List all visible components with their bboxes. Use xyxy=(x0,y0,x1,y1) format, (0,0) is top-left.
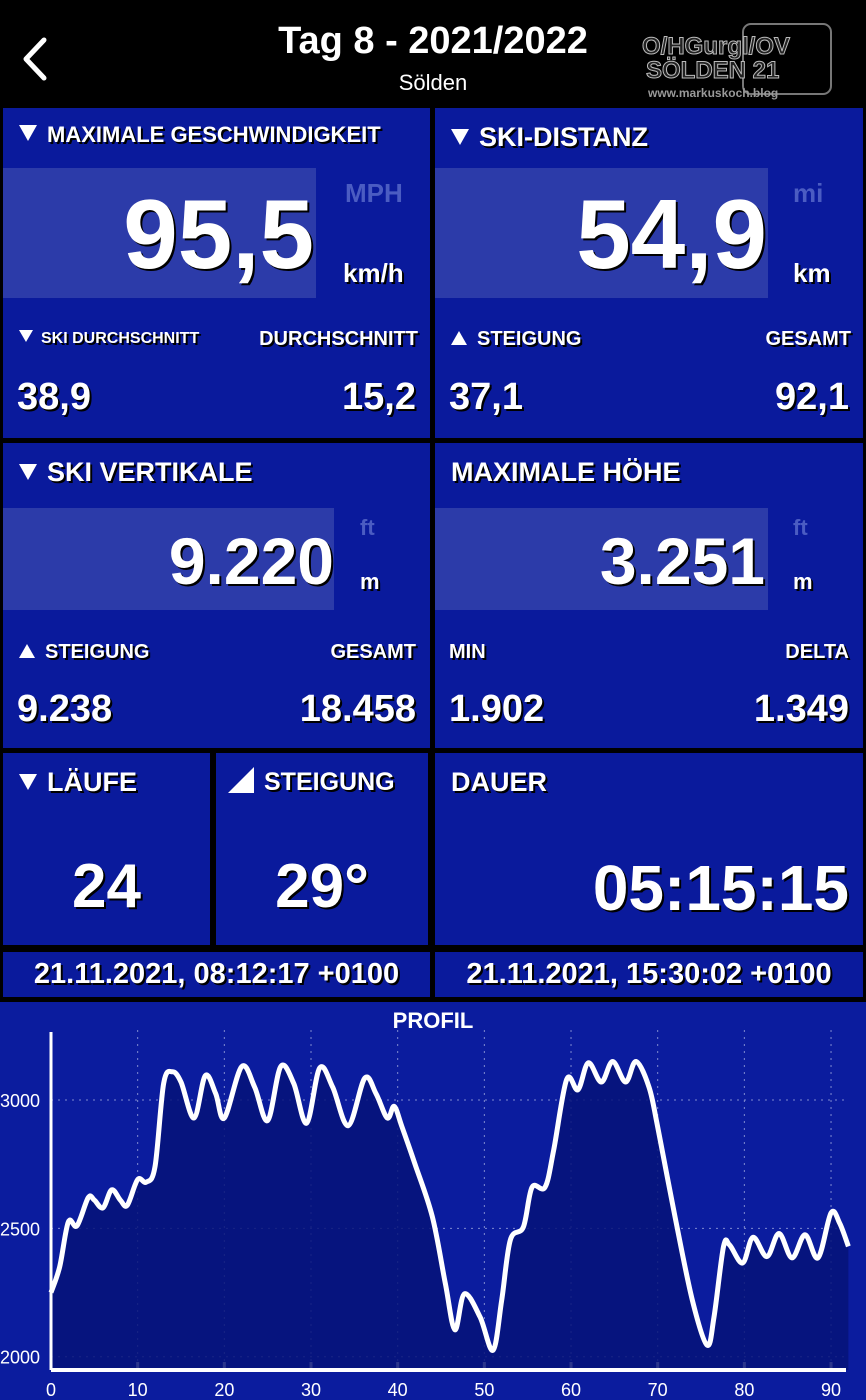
svg-text:SÖLDEN 21: SÖLDEN 21 xyxy=(646,57,779,84)
chart-title: PROFIL xyxy=(393,1008,474,1033)
vertical-panel[interactable]: SKI VERTIKALE 9.220 ft m STEIGUNG GESAMT… xyxy=(3,443,430,748)
y-tick-label: 2000 xyxy=(0,1348,40,1368)
value-box xyxy=(435,508,768,610)
runs-panel[interactable]: LÄUFE 24 xyxy=(3,753,210,945)
triangle-down-icon xyxy=(19,774,37,790)
distance-label: SKI-DISTANZ xyxy=(479,122,648,152)
alt-unit-toggle[interactable]: MPH xyxy=(345,178,403,208)
unit: m xyxy=(360,569,380,594)
x-tick-label: 60 xyxy=(561,1380,581,1400)
distance-panel[interactable]: SKI-DISTANZ 54,9 mi km STEIGUNG GESAMT 3… xyxy=(435,108,863,438)
alt-unit-toggle[interactable]: ft xyxy=(360,515,375,540)
value-box xyxy=(435,168,768,298)
profile-chart: PROFIL 0 10 20 30 40 50 60 70 80 90 2000 2500 3000 xyxy=(0,1002,866,1400)
value-box xyxy=(3,508,334,610)
triangle-down-icon xyxy=(19,464,37,480)
triangle-up-icon xyxy=(19,644,35,658)
runs-label: LÄUFE xyxy=(47,767,137,797)
stat-value: 1.349 xyxy=(753,688,849,730)
stat-value: 92,1 xyxy=(775,376,849,418)
x-tick-label: 80 xyxy=(734,1380,754,1400)
unit: km/h xyxy=(343,258,404,288)
y-tick-label: 3000 xyxy=(0,1091,40,1111)
x-tick-label: 40 xyxy=(388,1380,408,1400)
slope-icon xyxy=(228,767,254,793)
alt-unit-toggle[interactable]: mi xyxy=(793,178,824,208)
x-tick-label: 10 xyxy=(128,1380,148,1400)
stat-label: STEIGUNG xyxy=(45,641,150,663)
stat-value: 38,9 xyxy=(17,376,91,418)
x-tick-label: 20 xyxy=(214,1380,234,1400)
stat-label: DURCHSCHNITT xyxy=(259,328,418,350)
stat-label: MIN xyxy=(449,641,486,663)
duration-label: DAUER xyxy=(451,767,548,797)
duration-value: 05:15:15 xyxy=(592,852,849,924)
triangle-down-icon xyxy=(19,330,33,342)
page-subtitle: Sölden xyxy=(398,70,468,95)
runs-value: 24 xyxy=(72,852,141,921)
triangle-up-icon xyxy=(451,331,467,345)
stat-label: GESAMT xyxy=(330,641,416,663)
stat-value: 37,1 xyxy=(449,376,523,418)
stat-label: STEIGUNG xyxy=(477,328,582,350)
header: Tag 8 - 2021/2022 Sölden O/HGurgl/OV SÖL… xyxy=(0,0,866,106)
stat-value: 15,2 xyxy=(342,376,416,418)
max-speed-panel[interactable]: MAXIMALE GESCHWINDIGKEIT 95,5 MPH km/h S… xyxy=(3,108,430,438)
y-tick-label: 2500 xyxy=(0,1219,40,1239)
max-speed-label: MAXIMALE GESCHWINDIGKEIT xyxy=(47,122,381,147)
profile-area xyxy=(51,1061,849,1370)
value-box xyxy=(3,168,316,298)
alt-unit-toggle[interactable]: ft xyxy=(793,515,808,540)
altitude-panel[interactable]: MAXIMALE HÖHE 3.251 ft m MIN DELTA 1.902… xyxy=(435,443,863,748)
start-time-panel: 21.11.2021, 08:12:17 +0100 xyxy=(3,952,430,997)
stat-label: GESAMT xyxy=(765,328,851,350)
max-speed-value: 95,5 xyxy=(123,179,314,289)
watermark-logo: O/HGurgl/OV SÖLDEN 21 www.markuskoch.blo… xyxy=(640,22,840,100)
chevron-left-icon[interactable] xyxy=(18,36,54,82)
altitude-label: MAXIMALE HÖHE xyxy=(451,457,681,487)
stat-label: SKI DURCHSCHNITT xyxy=(41,330,200,347)
x-tick-label: 0 xyxy=(46,1380,56,1400)
triangle-down-icon xyxy=(451,129,469,145)
start-time: 21.11.2021, 08:12:17 +0100 xyxy=(33,958,400,990)
end-time: 21.11.2021, 15:30:02 +0100 xyxy=(466,958,832,990)
end-time-panel: 21.11.2021, 15:30:02 +0100 xyxy=(435,952,863,997)
x-tick-label: 70 xyxy=(648,1380,668,1400)
x-tick-label: 30 xyxy=(301,1380,321,1400)
svg-text:www.markuskoch.blog: www.markuskoch.blog xyxy=(647,86,778,100)
triangle-down-icon xyxy=(19,125,37,141)
distance-value: 54,9 xyxy=(576,179,767,289)
duration-panel[interactable]: DAUER 05:15:15 xyxy=(435,753,863,945)
svg-text:O/HGurgl/OV: O/HGurgl/OV xyxy=(642,33,790,60)
slope-value: 29° xyxy=(275,852,369,921)
slope-label: STEIGUNG xyxy=(264,768,395,796)
x-tick-label: 90 xyxy=(821,1380,841,1400)
vertical-label: SKI VERTIKALE xyxy=(47,457,253,487)
unit: m xyxy=(793,569,813,594)
altitude-value: 3.251 xyxy=(599,524,765,598)
stat-value: 18.458 xyxy=(299,688,416,730)
vertical-value: 9.220 xyxy=(168,524,334,598)
profile-line xyxy=(48,1058,851,1353)
x-tick-label: 50 xyxy=(474,1380,494,1400)
unit: km xyxy=(793,258,831,288)
stat-value: 9.238 xyxy=(17,688,113,730)
stat-label: DELTA xyxy=(785,641,849,663)
stat-value: 1.902 xyxy=(449,688,545,730)
slope-panel[interactable]: STEIGUNG 29° xyxy=(216,753,428,945)
page-title: Tag 8 - 2021/2022 xyxy=(278,20,588,62)
